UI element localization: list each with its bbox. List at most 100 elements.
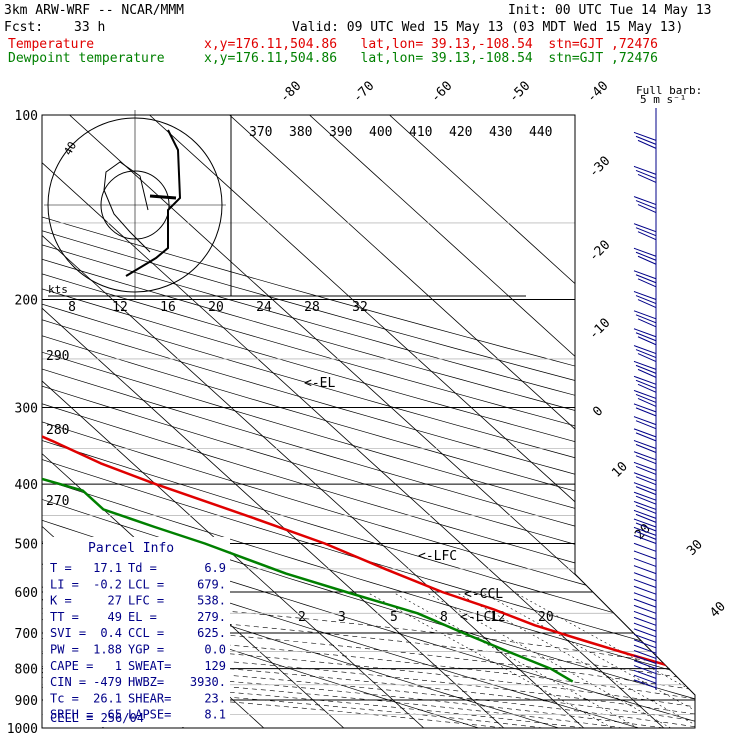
wind-barb <box>633 328 657 346</box>
wind-barb <box>633 628 657 638</box>
barb-flag <box>633 579 657 589</box>
wind-barb <box>633 679 657 689</box>
theta-label-430: 430 <box>489 125 512 140</box>
parcel-key: SREH = <box>50 708 93 722</box>
wind-barb <box>633 579 657 589</box>
lfc-marker: <-LFC <box>418 549 457 564</box>
parcel-key: EL = <box>128 610 157 624</box>
barb-flag <box>637 368 657 378</box>
isotherm-line <box>149 115 695 728</box>
barb-flag <box>633 491 657 501</box>
parcel-value: 625. <box>197 626 226 640</box>
moist-adiabat <box>42 222 695 728</box>
wind-barb <box>633 345 657 363</box>
isotherm-line <box>42 115 665 728</box>
ccl-marker: <-CCL <box>464 587 503 602</box>
isotherm-label: -30 <box>586 154 613 181</box>
wind-barb <box>633 428 657 442</box>
barb-flag <box>637 173 657 183</box>
wind-barb <box>633 482 657 496</box>
plot-frame <box>41 114 696 729</box>
parcel-key: CIN = <box>50 675 86 689</box>
barb-flag <box>635 513 657 523</box>
barb-flag <box>633 389 657 399</box>
barb-flag <box>635 465 657 475</box>
parcel-value: 17.1 <box>93 561 122 575</box>
wind-barb <box>633 633 657 643</box>
wind-barb <box>633 389 657 407</box>
wind-barb <box>633 669 657 679</box>
barb-flag <box>633 644 657 654</box>
barb-flag <box>633 482 657 492</box>
barb-flag <box>635 251 657 261</box>
barb-flag <box>633 633 657 643</box>
parcel-key: LFC = <box>128 594 164 608</box>
hodograph-trace <box>125 129 182 277</box>
barb-flag <box>633 526 657 536</box>
parcel-value: 6.9 <box>204 561 226 575</box>
isotherm-line <box>309 115 695 728</box>
isotherm-line <box>389 115 695 728</box>
theta-label-370: 370 <box>249 125 272 140</box>
wind-barb <box>633 509 657 523</box>
isotherm-line <box>42 115 425 728</box>
barb-flag <box>633 428 657 438</box>
barb-flag <box>637 231 657 241</box>
barb-flag <box>633 270 657 280</box>
barb-flag <box>635 522 657 532</box>
wind-barb <box>633 500 657 514</box>
barb-flag <box>633 131 657 141</box>
parcel-key: SWEAT= <box>128 659 171 673</box>
barb-flag <box>635 432 657 442</box>
isotherm-label: -80 <box>277 79 304 106</box>
barb-flag <box>635 200 657 210</box>
hodograph-speed-label: 8 <box>68 300 76 315</box>
moist-adiabat <box>42 222 695 728</box>
moist-adiabat <box>42 222 695 728</box>
wind-barb <box>633 451 657 465</box>
model-title: 3km ARW-WRF -- NCAR/MMM <box>4 4 184 18</box>
barb-flag <box>637 397 657 407</box>
pressure-label-600: 600 <box>15 586 38 601</box>
moist-adiabat <box>42 222 664 728</box>
wind-barb <box>633 526 657 540</box>
barb-flag <box>635 444 657 453</box>
mixing-ratio-label: 8 <box>440 610 448 625</box>
parcel-cell: CELL = 256/04 <box>50 711 144 725</box>
wind-barb <box>633 165 657 183</box>
barb-flag <box>635 504 657 514</box>
wind-barb <box>633 565 657 575</box>
barb-flag <box>633 328 657 338</box>
barb-flag <box>633 557 657 567</box>
wind-barb <box>633 440 657 453</box>
theta-label-420: 420 <box>449 125 472 140</box>
barb-flag <box>633 247 657 257</box>
full-barb-label: Full barb: <box>636 84 702 97</box>
wind-barb <box>633 518 657 532</box>
wind-barb <box>633 585 657 595</box>
parcel-value: 1 <box>115 659 122 673</box>
full-barb-unit: 5 m s⁻¹ <box>640 93 686 106</box>
parcel-value: 1.88 <box>93 643 122 657</box>
hodograph-speed-label: 16 <box>160 300 176 315</box>
theta-label-440: 440 <box>529 125 552 140</box>
pressure-label-200: 200 <box>15 294 38 309</box>
barb-flag <box>633 592 657 602</box>
theta-label-380: 380 <box>289 125 312 140</box>
barb-flag <box>637 299 657 308</box>
wind-barb <box>633 655 657 665</box>
barb-flag <box>633 223 657 233</box>
parcel-value: -479 <box>93 675 122 689</box>
barb-flag <box>633 550 657 560</box>
mixing-ratio-line <box>392 591 639 728</box>
barb-flag <box>635 227 657 237</box>
barb-flag <box>633 518 657 528</box>
pressure-label-700: 700 <box>15 627 38 642</box>
temperature-location: x,y=176.11,504.86 lat,lon= 39.13,-108.54… <box>204 38 658 52</box>
barb-flag <box>637 318 657 328</box>
barb-flag <box>633 440 657 449</box>
barb-flag <box>633 628 657 638</box>
parcel-key: Td = <box>128 561 157 575</box>
wind-barb <box>633 196 657 214</box>
